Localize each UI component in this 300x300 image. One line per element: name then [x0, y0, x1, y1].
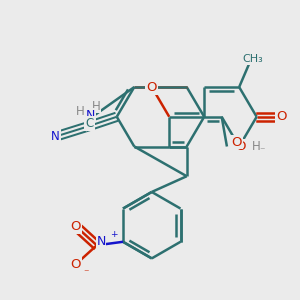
- Text: O: O: [276, 110, 286, 123]
- Text: O: O: [236, 140, 246, 153]
- Text: O: O: [232, 136, 242, 149]
- Text: +: +: [110, 230, 118, 238]
- Text: N: N: [86, 109, 95, 122]
- Text: CH₃: CH₃: [243, 54, 263, 64]
- Text: O: O: [70, 220, 81, 232]
- Text: C: C: [85, 117, 94, 130]
- Text: H: H: [92, 100, 101, 113]
- Text: ⁻: ⁻: [259, 147, 265, 157]
- Text: H: H: [76, 105, 84, 118]
- Text: N: N: [96, 235, 106, 248]
- Text: O: O: [146, 81, 157, 94]
- Text: O: O: [70, 258, 81, 271]
- Text: ⁻: ⁻: [83, 268, 89, 278]
- Text: N: N: [51, 130, 60, 142]
- Text: H: H: [252, 140, 261, 153]
